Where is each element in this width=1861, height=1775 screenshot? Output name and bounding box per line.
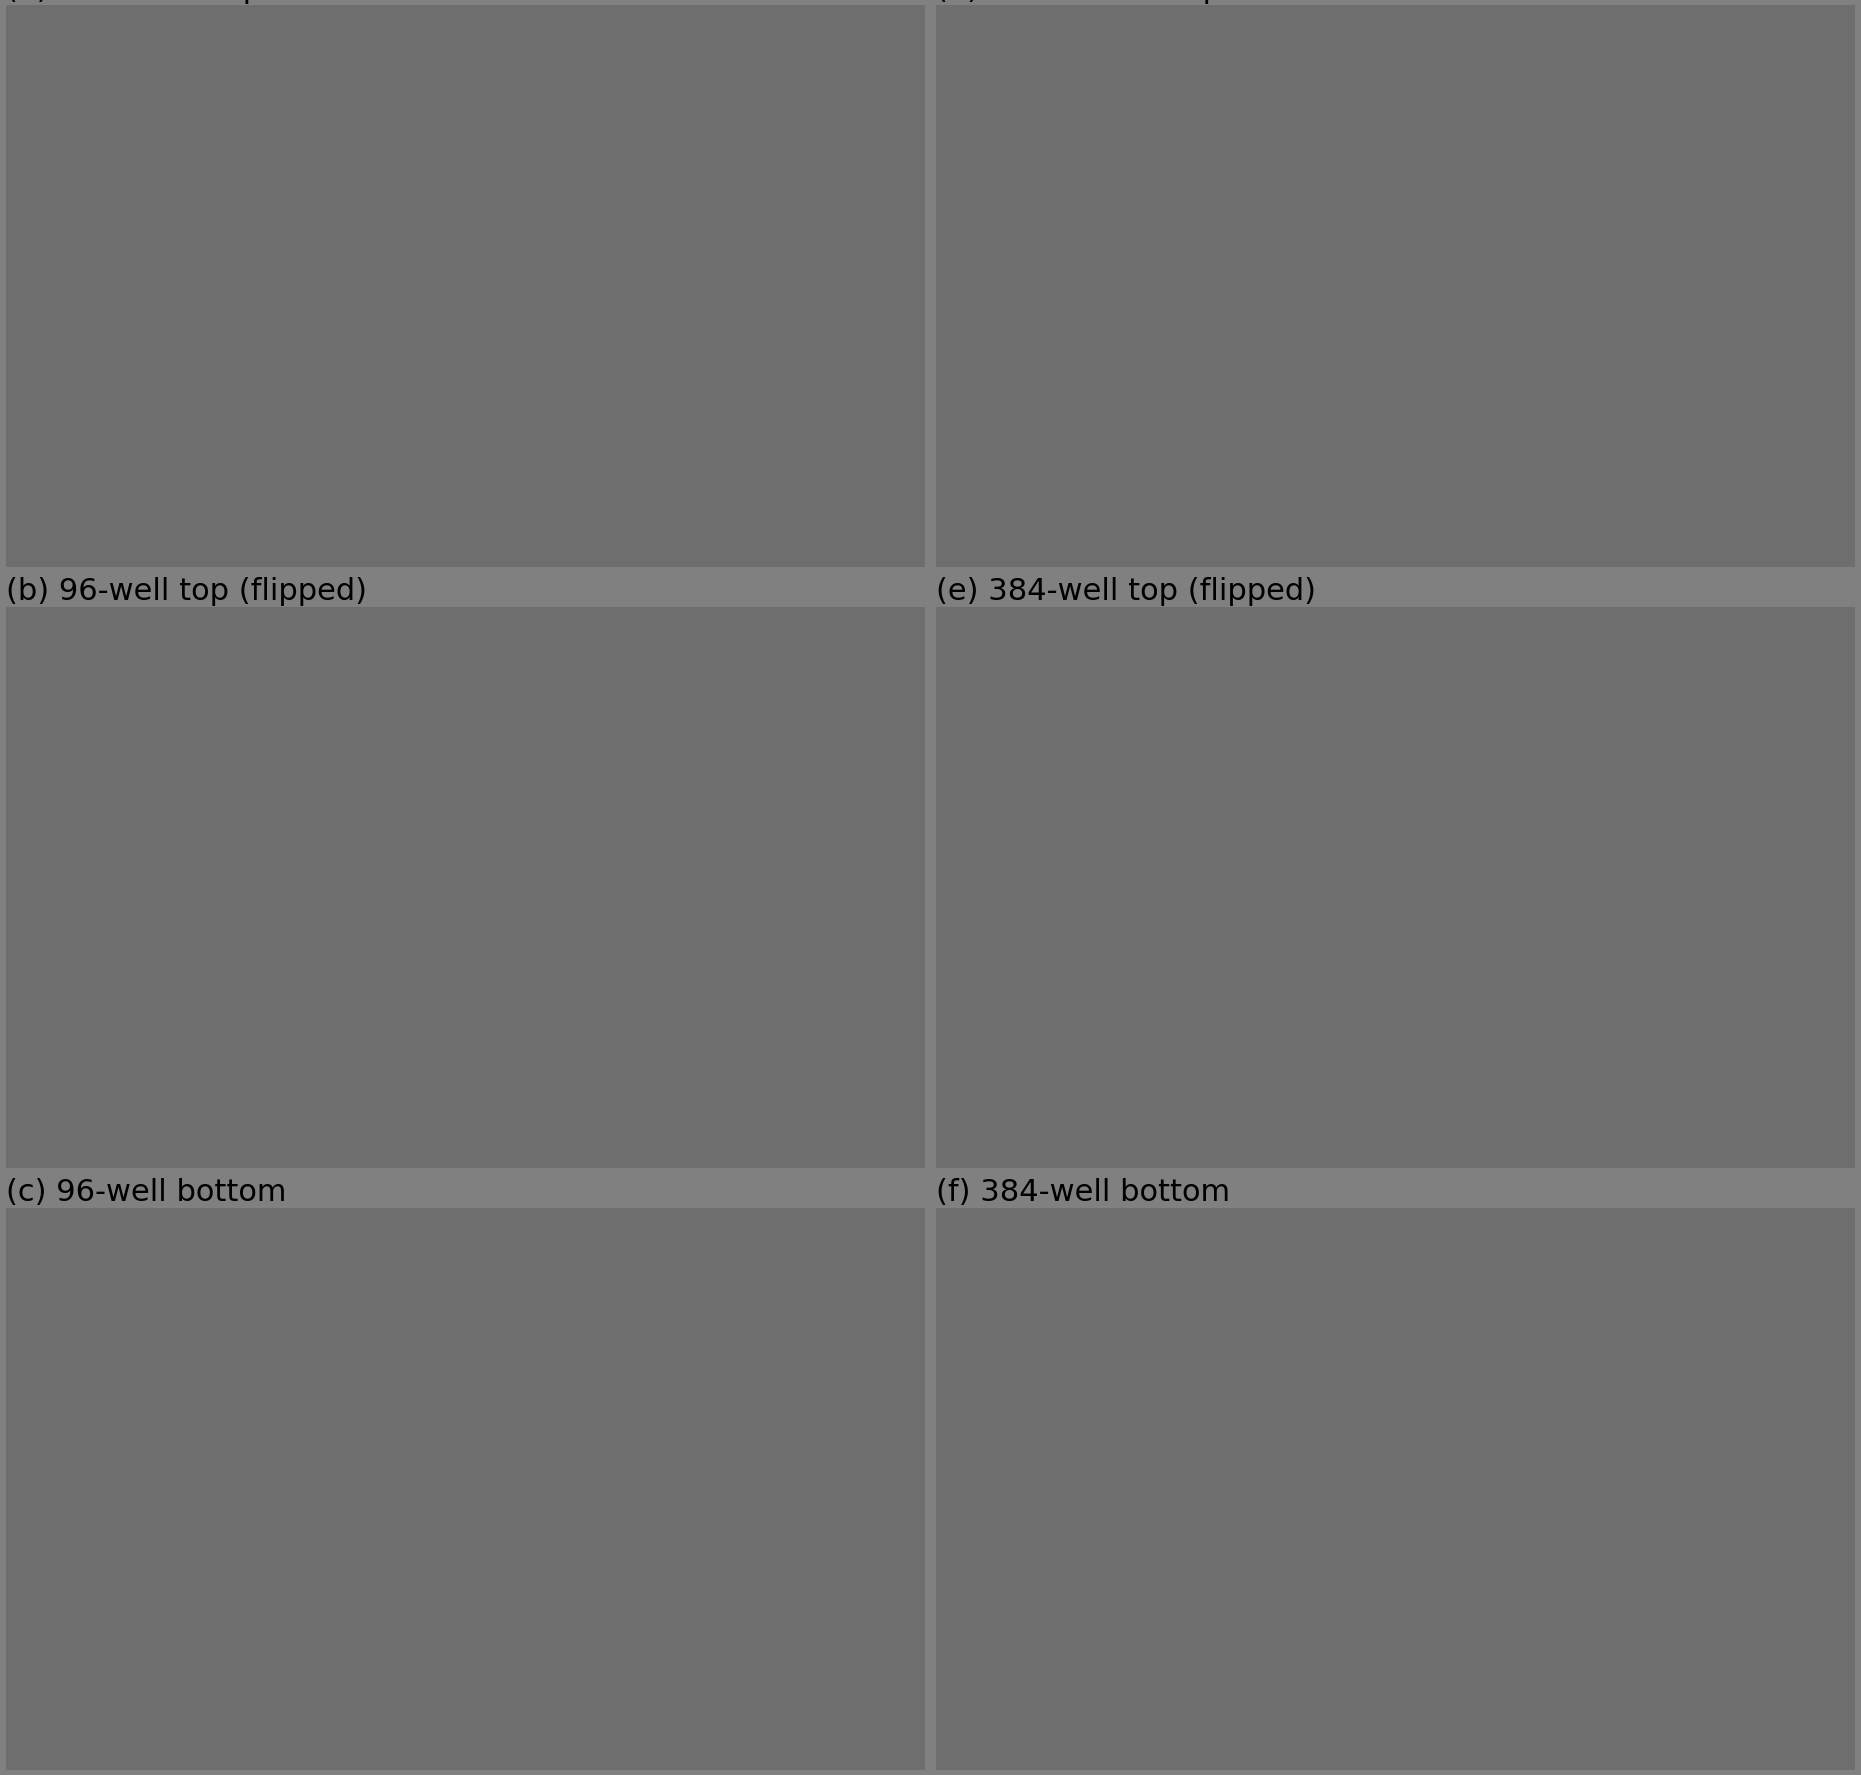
Text: (f) 384-well bottom: (f) 384-well bottom (936, 1179, 1230, 1207)
Text: (a) 96-well sample holder block: (a) 96-well sample holder block (6, 0, 486, 4)
Text: (b) 96-well top (flipped): (b) 96-well top (flipped) (6, 577, 367, 605)
Text: (c) 96-well bottom: (c) 96-well bottom (6, 1179, 287, 1207)
Text: (d)  384-well sample holder block: (d) 384-well sample holder block (936, 0, 1446, 4)
Text: (e) 384-well top (flipped): (e) 384-well top (flipped) (936, 577, 1316, 605)
